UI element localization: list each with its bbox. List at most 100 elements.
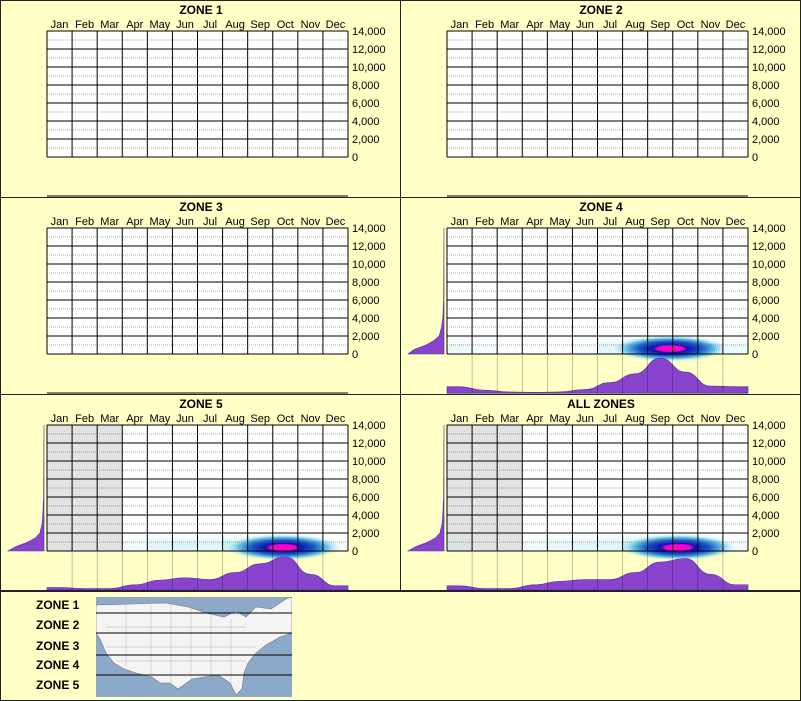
month-label: Feb <box>75 216 94 228</box>
y-tick-label: 10,000 <box>752 456 786 468</box>
y-tick-label: 4,000 <box>352 116 380 128</box>
month-label: May <box>149 19 170 31</box>
chart-panel-4: ZONE 4 Jan Feb Mar Apr May Jun Jul Aug Sep Oct Nov D… <box>400 197 801 395</box>
heat-hotspot <box>620 534 736 561</box>
month-label: Jul <box>603 216 617 228</box>
month-label: Mar <box>500 216 519 228</box>
y-tick-label: 14,000 <box>752 420 786 432</box>
y-tick-label: 4,000 <box>752 510 780 522</box>
month-label: Jun <box>176 216 194 228</box>
month-label: Sep <box>250 19 270 31</box>
legend-zone-2: ZONE 2 <box>36 618 80 632</box>
elevation-profile <box>6 424 45 552</box>
month-label: Jul <box>203 19 217 31</box>
y-tick-label: 10,000 <box>352 62 386 74</box>
month-label: Aug <box>625 19 645 31</box>
y-tick-label: 2,000 <box>352 528 380 540</box>
month-label: Jun <box>576 413 594 425</box>
month-label: Sep <box>250 216 270 228</box>
month-label: Sep <box>250 413 270 425</box>
month-label: Dec <box>726 19 746 31</box>
heat-cell <box>522 533 548 551</box>
y-tick-label: 8,000 <box>352 474 380 486</box>
month-label: Mar <box>100 413 119 425</box>
chart-panel-6: ALL ZONES Jan Feb Mar Apr May Jun Jul Aug Sep Oct N… <box>400 394 801 591</box>
y-tick-label: 6,000 <box>352 492 380 504</box>
month-label: Mar <box>500 19 519 31</box>
legend-zone-5: ZONE 5 <box>36 678 80 692</box>
shaded-month <box>472 425 498 551</box>
month-label: Feb <box>475 216 494 228</box>
map-zone-lines <box>96 612 292 676</box>
month-label: May <box>149 216 170 228</box>
chart-svg: ALL ZONES Jan Feb Mar Apr May Jun Jul Aug Sep Oct N… <box>406 397 786 591</box>
y-tick-label: 4,000 <box>352 510 380 522</box>
month-label: Oct <box>277 19 294 31</box>
legend-zone-4: ZONE 4 <box>36 658 80 672</box>
y-tick-label: 4,000 <box>752 313 780 325</box>
month-label: Apr <box>526 216 543 228</box>
y-tick-label: 6,000 <box>352 295 380 307</box>
chart-svg: ZONE 1 Jan Feb Mar Apr May Jun Jul Aug Sep Oct Nov D… <box>46 3 386 197</box>
heat-hotspot <box>225 534 341 561</box>
month-label: Nov <box>701 413 721 425</box>
y-tick-label: 4,000 <box>752 116 780 128</box>
month-label: Oct <box>677 413 694 425</box>
y-tick-label: 8,000 <box>352 277 380 289</box>
y-tick-label: 6,000 <box>752 98 780 110</box>
chart-title: ZONE 4 <box>579 200 623 214</box>
month-label: Jan <box>451 216 469 228</box>
month-label: Apr <box>526 413 543 425</box>
month-label: Jan <box>451 19 469 31</box>
month-label: Dec <box>326 216 346 228</box>
month-label: Sep <box>650 413 670 425</box>
chart-title: ZONE 1 <box>179 3 223 17</box>
month-label: Jan <box>51 19 69 31</box>
month-label: Aug <box>625 216 645 228</box>
legend-zone-3: ZONE 3 <box>36 639 80 653</box>
month-label: Jul <box>203 216 217 228</box>
y-tick-label: 10,000 <box>352 456 386 468</box>
month-label: Feb <box>475 413 494 425</box>
month-label: May <box>549 216 570 228</box>
month-label: Jan <box>51 413 69 425</box>
legend-zone-1: ZONE 1 <box>36 598 80 612</box>
month-label: Jul <box>603 19 617 31</box>
y-tick-label: 4,000 <box>352 313 380 325</box>
chart-title: ZONE 5 <box>179 397 223 411</box>
y-tick-label: 12,000 <box>752 44 786 56</box>
y-tick-label: 0 <box>352 546 358 558</box>
heat-cell <box>172 533 198 551</box>
month-label: Oct <box>277 216 294 228</box>
month-label: Jan <box>451 413 469 425</box>
month-label: Feb <box>75 19 94 31</box>
zone-map <box>96 597 292 697</box>
month-label: May <box>149 413 170 425</box>
heat-cell <box>472 336 498 354</box>
y-tick-label: 0 <box>752 349 758 361</box>
month-label: Jul <box>603 413 617 425</box>
y-tick-label: 14,000 <box>752 223 786 235</box>
zone-legend: ZONE 1 ZONE 2 ZONE 3 ZONE 4 ZONE 5 <box>0 591 801 701</box>
y-tick-label: 14,000 <box>752 26 786 38</box>
month-label: Apr <box>526 19 543 31</box>
chart-svg: ZONE 2 Jan Feb Mar Apr May Jun Jul Aug Sep Oct Nov D… <box>446 3 786 197</box>
month-label: Feb <box>75 413 94 425</box>
month-label: Aug <box>225 19 245 31</box>
y-tick-label: 12,000 <box>752 438 786 450</box>
map-state-lines <box>106 605 256 685</box>
y-tick-label: 0 <box>752 546 758 558</box>
y-tick-label: 6,000 <box>752 295 780 307</box>
month-label: Jul <box>203 413 217 425</box>
month-label: Apr <box>126 19 143 31</box>
month-label: Nov <box>301 216 321 228</box>
month-label: Nov <box>701 216 721 228</box>
y-tick-label: 2,000 <box>752 331 780 343</box>
month-label: Aug <box>225 413 245 425</box>
month-label: Mar <box>500 413 519 425</box>
y-tick-label: 0 <box>352 349 358 361</box>
y-tick-label: 14,000 <box>352 420 386 432</box>
map-land <box>96 597 292 696</box>
month-label: Jun <box>176 19 194 31</box>
